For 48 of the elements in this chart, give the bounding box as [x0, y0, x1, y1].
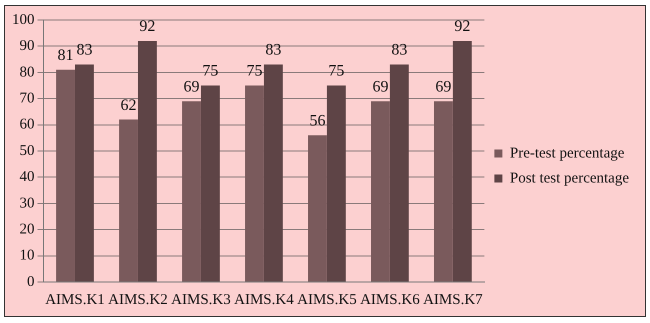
data-label: 75 — [328, 62, 344, 80]
data-label: 75 — [202, 62, 218, 80]
y-tick-label: 40 — [20, 169, 34, 186]
y-tick-label: 20 — [20, 222, 34, 238]
data-label: 92 — [454, 18, 470, 36]
bar — [200, 86, 220, 282]
legend-label: Post test percentage — [510, 170, 630, 186]
x-tick-label: AIMS.K5 — [297, 292, 357, 308]
y-tick-label: 70 — [20, 90, 34, 107]
bar — [56, 70, 75, 282]
bar — [452, 40, 472, 282]
x-tick-label: AIMS.K7 — [423, 292, 484, 308]
y-tick-label: 50 — [20, 142, 34, 159]
data-label: 69 — [435, 78, 452, 96]
y-tick-label: 90 — [20, 38, 34, 54]
y-tick-label: 100 — [12, 12, 34, 28]
data-label: 81 — [58, 46, 74, 64]
data-label: 92 — [139, 18, 156, 36]
legend-label: Pre-test percentage — [510, 145, 625, 162]
data-label: 75 — [246, 62, 262, 80]
bar — [264, 64, 283, 282]
bar — [138, 40, 157, 282]
y-tick-label: 80 — [20, 64, 34, 80]
data-label: 69 — [184, 78, 200, 96]
bar — [434, 101, 453, 282]
x-tick-label: AIMS.K4 — [234, 292, 294, 308]
x-tick-label: AIMS.K3 — [171, 292, 231, 308]
bar — [371, 101, 390, 282]
data-label: 56 — [309, 112, 326, 130]
y-tick-label: 0 — [27, 274, 34, 290]
data-label: 83 — [265, 42, 282, 59]
y-tick-label: 10 — [20, 248, 34, 264]
bar — [390, 64, 409, 282]
bar — [74, 64, 94, 282]
bar — [308, 135, 327, 282]
data-label: 62 — [120, 96, 137, 114]
x-tick-label: AIMS.K1 — [45, 292, 105, 308]
data-label: 83 — [76, 42, 92, 59]
x-tick-label: AIMS.K2 — [108, 292, 168, 308]
bar — [326, 86, 346, 282]
bar — [245, 86, 264, 282]
data-label: 69 — [372, 78, 388, 96]
bar — [182, 101, 201, 282]
data-label: 83 — [391, 42, 408, 59]
bar — [119, 120, 138, 282]
x-tick-label: AIMS.K6 — [360, 292, 420, 308]
y-tick-label: 60 — [20, 116, 34, 133]
y-tick-label: 30 — [20, 195, 34, 212]
